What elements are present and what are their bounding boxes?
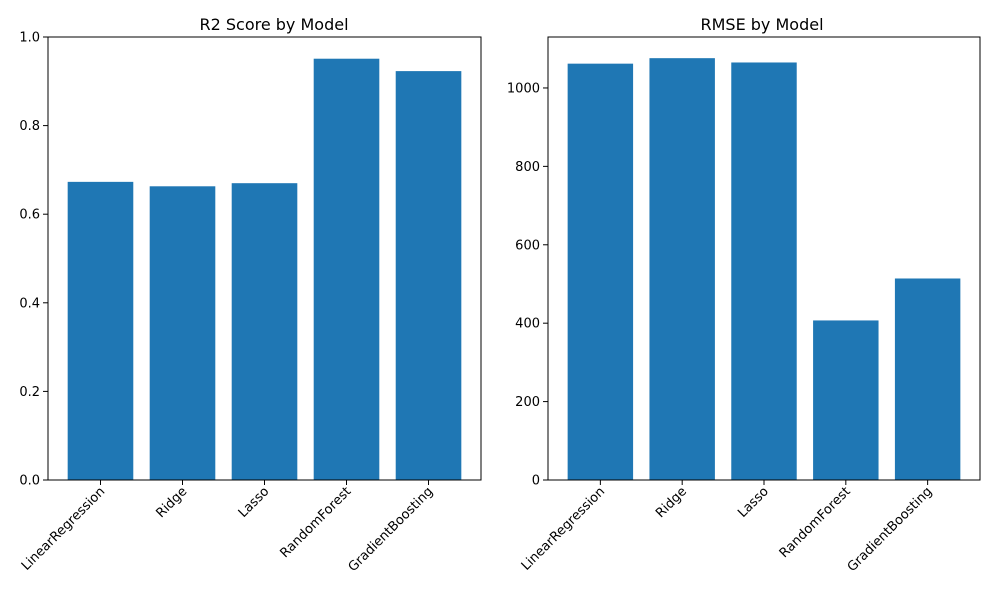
bar-group [567, 58, 961, 481]
bar-randomforest [313, 58, 380, 481]
chart-title: RMSE by Model [700, 15, 823, 34]
plot-frame [547, 36, 981, 481]
y-tick-label: 1000 [507, 81, 540, 96]
bar-ridge [649, 58, 715, 481]
bar-lasso [731, 62, 797, 480]
bar-gradientboosting [395, 71, 462, 481]
bar-ridge [149, 186, 216, 481]
x-axis-ticks: LinearRegression Ridge Lasso RandomForestGr… [19, 480, 437, 575]
bar-group [67, 58, 462, 481]
r2-score-chart: R2 Score by Model 0.0 0.2 0.4 0.6 0.8 1.0 Lin… [19, 15, 482, 575]
x-tick-label: LinearRegression [519, 484, 608, 573]
y-tick-label: 0 [532, 474, 540, 489]
y-tick-label: 200 [515, 395, 540, 410]
x-axis-ticks: LinearRegression Ridge Lasso RandomForestGr… [519, 480, 936, 575]
x-tick-label: Ridge [153, 484, 190, 521]
x-tick-label: Lasso [236, 484, 273, 521]
y-tick-label: 600 [515, 238, 540, 253]
x-tick-label: GradientBoosting [845, 484, 936, 575]
x-tick-label: LinearRegression [19, 484, 108, 573]
y-axis-ticks: 0.0 0.2 0.4 0.6 0.8 1.0 [19, 31, 48, 489]
x-tick-label: RandomForest [777, 484, 854, 561]
bar-randomforest [813, 320, 879, 480]
x-tick-label: Lasso [735, 484, 772, 521]
chart-title: R2 Score by Model [199, 15, 348, 34]
y-tick-label: 0.6 [19, 208, 40, 223]
y-tick-label: 800 [515, 160, 540, 175]
bar-linearregression [67, 181, 134, 481]
y-tick-label: 0.4 [19, 296, 40, 311]
y-tick-label: 1.0 [19, 31, 40, 46]
y-axis-ticks: 0 200 400 600 800 1000 [507, 81, 548, 489]
y-tick-label: 0.2 [19, 385, 40, 400]
y-tick-label: 400 [515, 317, 540, 332]
x-tick-label: GradientBoosting [346, 484, 437, 575]
bar-linearregression [567, 63, 634, 480]
bar-gradientboosting [894, 278, 961, 480]
plot-frame [47, 36, 482, 481]
bar-lasso [231, 183, 298, 480]
x-tick-label: RandomForest [277, 484, 354, 561]
x-tick-label: Ridge [653, 484, 690, 521]
y-tick-label: 0.0 [19, 474, 40, 489]
rmse-chart: RMSE by Model 0 200 400 600 800 1000 LinearRe… [507, 15, 981, 575]
y-tick-label: 0.8 [19, 119, 40, 134]
